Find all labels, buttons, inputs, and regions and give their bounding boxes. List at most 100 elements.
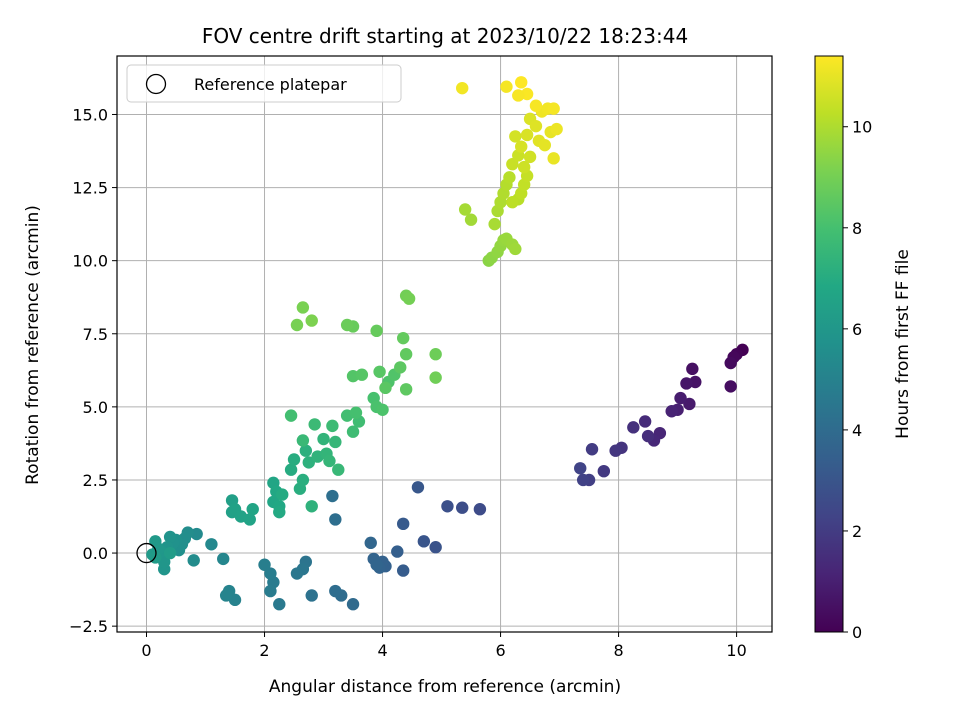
scatter-point [429, 541, 442, 554]
x-axis-label: Angular distance from reference (arcmin) [269, 677, 621, 697]
scatter-point [399, 383, 413, 396]
scatter-point [370, 324, 383, 338]
scatter-point [680, 377, 693, 390]
legend-entry-reference: Reference platepar [194, 75, 347, 94]
scatter-point [243, 513, 256, 526]
y-tick-label: 12.5 [72, 179, 108, 198]
x-tick-label: 8 [613, 641, 623, 660]
scatter-point [515, 140, 528, 153]
y-tick-label: 15.0 [72, 105, 108, 124]
x-tick-label: 10 [726, 641, 746, 660]
scatter-point [529, 99, 543, 112]
scatter-point [523, 150, 537, 164]
scatter-point [317, 432, 330, 446]
scatter-point [308, 418, 321, 431]
scatter-point [217, 552, 230, 566]
scatter-point [597, 464, 611, 478]
scatter-point [332, 463, 345, 476]
scatter-point [665, 405, 678, 418]
scatter-point [326, 419, 339, 433]
scatter-point [512, 89, 525, 102]
scatter-point [296, 473, 310, 487]
scatter-point [205, 538, 218, 551]
y-axis-ticks: −2.5 0.0 2.5 5.0 7.5 10.0 12.5 15.0 [69, 105, 117, 636]
x-tick-label: 4 [377, 641, 387, 660]
x-tick-label: 6 [495, 641, 505, 660]
colorbar-tick-label: 10 [852, 118, 872, 137]
scatter-point [683, 397, 696, 411]
chart-title: FOV centre drift starting at 2023/10/22 … [202, 24, 688, 48]
scatter-point [396, 331, 410, 345]
legend-reference-marker [145, 73, 167, 95]
scatter-point [547, 102, 560, 115]
colorbar [814, 55, 844, 633]
scatter-point [456, 501, 469, 514]
scatter-point [517, 160, 531, 174]
scatter-point [674, 391, 687, 405]
scatter-point [585, 443, 599, 456]
scatter-point [373, 365, 386, 378]
x-axis-ticks: 0 2 4 6 8 10 [141, 632, 747, 660]
grid-lines [117, 56, 772, 632]
scatter-point [246, 502, 259, 516]
scatter-point [326, 489, 339, 503]
colorbar-tick-label: 8 [852, 219, 862, 238]
scatter-point [417, 535, 431, 548]
scatter-point [273, 505, 286, 519]
scatter-point [290, 318, 304, 332]
scatter-point [258, 558, 271, 571]
scatter-point [287, 453, 301, 466]
colorbar-ticks: 0 2 4 6 8 10 [843, 118, 872, 642]
scatter-point [219, 589, 233, 602]
scatter-point [506, 195, 519, 209]
scatter-point [163, 530, 177, 544]
scatter-point [574, 462, 587, 475]
scatter-point [391, 545, 404, 558]
x-tick-label: 0 [141, 641, 151, 660]
scatter-point [724, 356, 737, 370]
scatter-point [323, 454, 336, 468]
scatter-point [509, 242, 522, 256]
scatter-point [641, 429, 655, 443]
x-tick-label: 2 [259, 641, 269, 660]
scatter-point [370, 558, 383, 571]
colorbar-label: Hours from first FF file [893, 249, 913, 439]
y-tick-label: 0.0 [83, 544, 108, 563]
scatter-point [402, 292, 416, 305]
scatter-point [187, 554, 200, 567]
scatter-point [503, 171, 516, 184]
scatter-point [355, 368, 369, 381]
scatter-point [349, 406, 363, 419]
colorbar-tick-label: 2 [852, 522, 862, 541]
scatter-point [520, 128, 534, 142]
scatter-point [276, 488, 289, 501]
plot-frame [116, 55, 773, 633]
y-tick-label: 5.0 [83, 398, 108, 417]
scatter-point [290, 567, 304, 580]
scatter-point [538, 138, 552, 152]
scatter-point [296, 301, 310, 314]
scatter-point [379, 381, 392, 395]
scatter-point [376, 403, 389, 416]
scatter-point [686, 362, 699, 376]
y-axis-label: Rotation from reference (arcmin) [23, 205, 43, 485]
scatter-point [273, 598, 286, 611]
scatter-point [609, 444, 622, 457]
reference-marker-layer [136, 542, 157, 564]
scatter-point [340, 318, 354, 332]
scatter-point [429, 348, 442, 361]
scatter-point [550, 122, 563, 136]
scatter-point [396, 564, 410, 577]
scatter-point [364, 536, 377, 550]
scatter-point [638, 415, 652, 428]
scatter-point [441, 500, 454, 513]
scatter-point [399, 348, 413, 361]
scatter-point [429, 371, 442, 384]
scatter-point [296, 434, 310, 447]
scatter-point [509, 130, 522, 143]
legend-box [126, 64, 402, 103]
scatter-point [305, 589, 318, 602]
colorbar-tick-label: 0 [852, 623, 862, 642]
scatter-point [464, 213, 478, 226]
